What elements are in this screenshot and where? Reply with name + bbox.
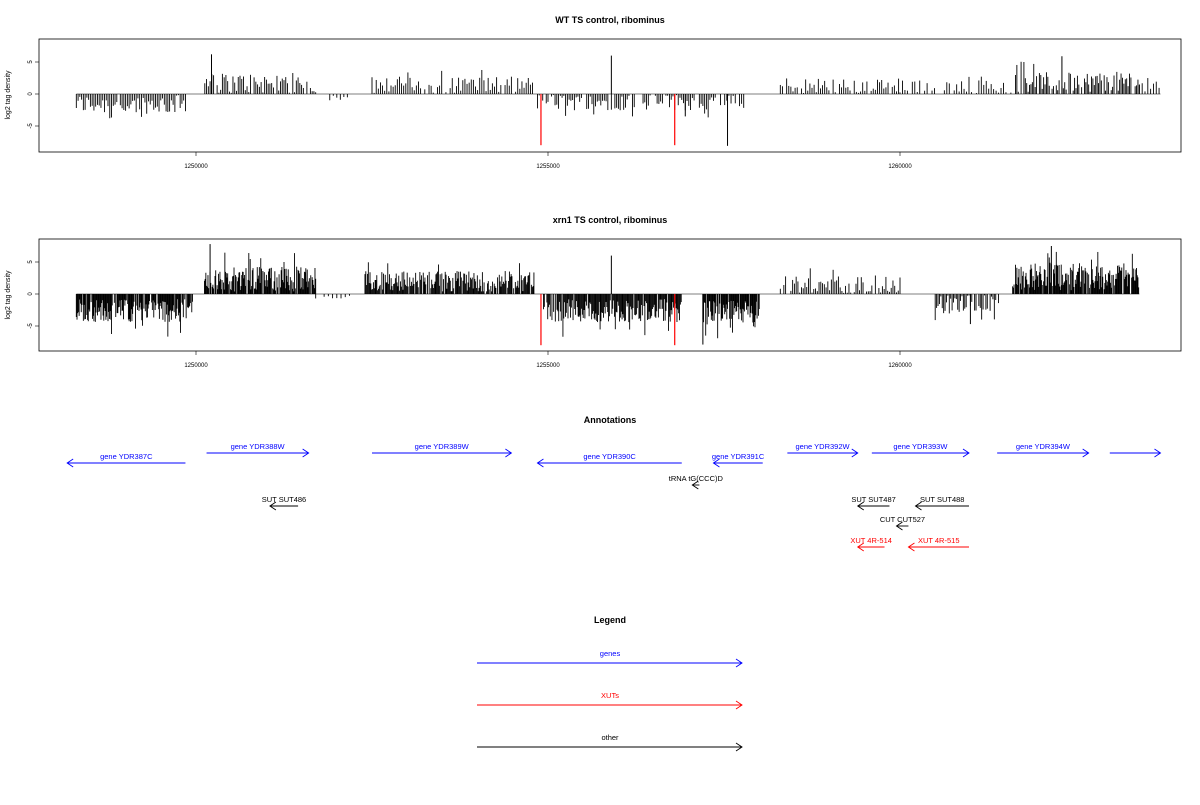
legend-entry-xuts: XUTs <box>477 691 743 710</box>
feature-label: XUT 4R-514 <box>850 536 892 545</box>
feature-label: SUT SUT486 <box>262 495 306 504</box>
feature-gene-ydr390c: gene YDR390C <box>536 452 682 468</box>
feature-xut-4r-514: XUT 4R-514 <box>850 536 892 552</box>
feature-gene-ydr394w: gene YDR394W <box>997 442 1090 458</box>
feature-unlabeled-gene <box>1109 448 1162 458</box>
feature-label: gene YDR394W <box>1016 442 1071 451</box>
legend-label: XUTs <box>601 691 619 700</box>
x-tick-label: 1250000 <box>184 363 208 369</box>
feature-trna-tg-ccc-d: tRNA tG(CCC)D <box>669 474 724 490</box>
feature-gene-ydr388w: gene YDR388W <box>206 442 310 458</box>
legend-entry-genes: genes <box>477 649 743 668</box>
feature-label: CUT CUT527 <box>880 515 925 524</box>
feature-label: SUT SUT488 <box>920 495 964 504</box>
feature-label: gene YDR390C <box>583 452 636 461</box>
feature-sut-sut487: SUT SUT487 <box>851 495 896 511</box>
y-tick-label: 0 <box>28 292 34 296</box>
x-tick-label: 1250000 <box>184 164 208 170</box>
y-tick-label: 5 <box>28 260 34 264</box>
xrn1-plot-frame <box>38 238 1182 352</box>
feature-gene-ydr389w: gene YDR389W <box>372 442 513 458</box>
legend: Legend genes XUTs other <box>477 615 743 752</box>
annotations-title: Annotations <box>584 415 637 425</box>
x-tick-label: 1255000 <box>536 164 560 170</box>
feature-label: gene YDR389W <box>415 442 470 451</box>
wt-axes: -5 0 5 1250000 1255000 1260000 <box>28 60 912 170</box>
xrn1-axes: -5 0 5 1250000 1255000 1260000 <box>28 260 912 369</box>
wt-panel-title: WT TS control, ribominus <box>555 15 665 25</box>
xrn1-ylabel: log2 tag density <box>5 270 12 320</box>
wt-bars <box>75 54 1161 146</box>
feature-gene-ydr393w: gene YDR393W <box>871 442 970 458</box>
wt-plot-frame <box>38 38 1182 153</box>
y-tick-label: -5 <box>28 123 34 129</box>
legend-label: genes <box>600 649 621 658</box>
feature-label: tRNA tG(CCC)D <box>669 474 724 483</box>
x-tick-label: 1260000 <box>888 363 912 369</box>
xrn1-panel: xrn1 TS control, ribominus log2 tag dens… <box>5 215 1182 369</box>
feature-label: gene YDR388W <box>231 442 286 451</box>
feature-label: XUT 4R-515 <box>918 536 960 545</box>
feature-label: gene YDR393W <box>893 442 948 451</box>
xrn1-panel-title: xrn1 TS control, ribominus <box>553 215 668 225</box>
feature-label: gene YDR391C <box>712 452 765 461</box>
feature-gene-ydr387c: gene YDR387C <box>66 452 186 468</box>
feature-label: gene YDR387C <box>100 452 153 461</box>
feature-xut-4r-515: XUT 4R-515 <box>907 536 969 552</box>
feature-gene-ydr391c: gene YDR391C <box>712 452 765 468</box>
wt-panel: WT TS control, ribominus log2 tag densit… <box>5 15 1182 170</box>
wt-ylabel: log2 tag density <box>5 70 12 120</box>
y-tick-label: 0 <box>28 92 34 96</box>
legend-entry-other: other <box>477 733 743 752</box>
y-tick-label: -5 <box>28 323 34 329</box>
feature-label: SUT SUT487 <box>851 495 895 504</box>
feature-gene-ydr392w: gene YDR392W <box>787 442 859 458</box>
x-tick-label: 1260000 <box>888 164 912 170</box>
xrn1-bars <box>75 244 1140 346</box>
feature-cut-cut527: CUT CUT527 <box>880 515 925 531</box>
feature-sut-sut486: SUT SUT486 <box>262 495 306 511</box>
legend-title: Legend <box>594 615 626 625</box>
feature-sut-sut488: SUT SUT488 <box>914 495 969 511</box>
x-tick-label: 1255000 <box>536 363 560 369</box>
legend-label: other <box>601 733 619 742</box>
legend-entries: genes XUTs other <box>477 649 743 752</box>
y-tick-label: 5 <box>28 60 34 64</box>
feature-label: gene YDR392W <box>796 442 851 451</box>
annotation-features: gene YDR387C gene YDR388W gene YDR389W gene… <box>66 442 1162 552</box>
